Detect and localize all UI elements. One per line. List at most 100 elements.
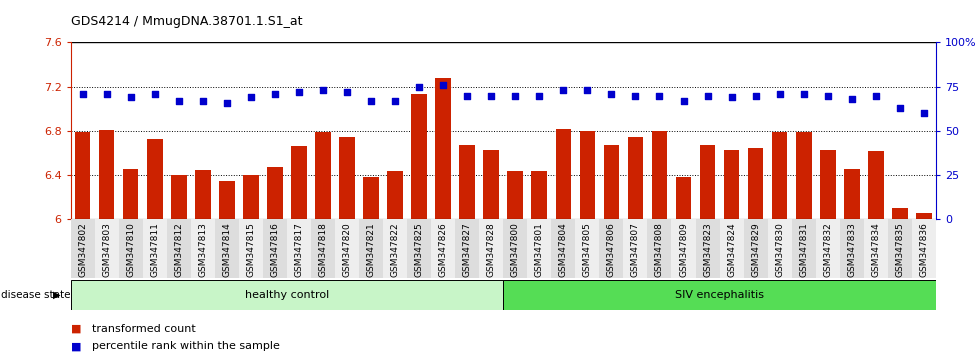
Bar	[215, 219, 239, 278]
Text: GSM347802: GSM347802	[78, 222, 87, 277]
Point	[556, 87, 571, 93]
Text: GSM347813: GSM347813	[198, 222, 207, 277]
Bar	[71, 219, 95, 278]
Bar	[95, 219, 119, 278]
Bar	[815, 219, 840, 278]
Point	[772, 91, 788, 97]
Point	[483, 93, 499, 98]
Bar	[840, 219, 863, 278]
Point	[267, 91, 282, 97]
Bar	[888, 219, 911, 278]
Text: disease state: disease state	[1, 290, 71, 300]
Bar	[99, 130, 115, 219]
Text: GSM347830: GSM347830	[775, 222, 784, 277]
Text: GSM347824: GSM347824	[727, 222, 736, 277]
Point	[74, 91, 90, 97]
Bar	[335, 219, 359, 278]
Bar	[74, 132, 90, 219]
Bar	[195, 170, 211, 219]
Bar	[291, 147, 307, 219]
Text: GSM347834: GSM347834	[871, 222, 880, 277]
Bar	[483, 150, 499, 219]
Bar	[767, 219, 792, 278]
Text: GSM347825: GSM347825	[415, 222, 423, 277]
Text: healthy control: healthy control	[245, 290, 329, 300]
Bar	[455, 219, 479, 278]
Bar	[435, 78, 451, 219]
Bar	[863, 219, 888, 278]
Bar	[268, 167, 282, 219]
Point	[724, 95, 740, 100]
Bar	[748, 148, 763, 219]
Text: GSM347806: GSM347806	[607, 222, 615, 277]
Bar	[796, 132, 811, 219]
Bar	[119, 219, 143, 278]
Bar	[652, 131, 667, 219]
Bar	[364, 177, 379, 219]
Bar	[579, 131, 595, 219]
Bar	[575, 219, 600, 278]
Bar	[431, 219, 455, 278]
Text: ■: ■	[71, 324, 81, 333]
Point	[700, 93, 715, 98]
Bar	[527, 219, 552, 278]
Point	[627, 93, 643, 98]
Point	[916, 110, 932, 116]
Bar	[604, 145, 619, 219]
Bar	[916, 213, 932, 219]
Bar	[700, 145, 715, 219]
Bar	[744, 219, 767, 278]
Text: GSM347818: GSM347818	[318, 222, 327, 277]
Point	[748, 93, 763, 98]
Point	[316, 87, 331, 93]
Bar	[508, 171, 523, 219]
Text: GSM347812: GSM347812	[174, 222, 183, 277]
Point	[508, 93, 523, 98]
Bar	[219, 181, 234, 219]
Text: GSM347815: GSM347815	[246, 222, 256, 277]
Text: GSM347814: GSM347814	[222, 222, 231, 277]
Bar	[675, 177, 691, 219]
Bar	[143, 219, 167, 278]
Text: GSM347835: GSM347835	[896, 222, 905, 277]
Bar	[339, 137, 355, 219]
Bar	[627, 137, 643, 219]
Point	[652, 93, 667, 98]
Bar	[724, 150, 739, 219]
Bar	[263, 219, 287, 278]
Bar	[316, 132, 331, 219]
Text: GSM347810: GSM347810	[126, 222, 135, 277]
Text: GSM347833: GSM347833	[848, 222, 857, 277]
Bar	[287, 219, 311, 278]
Point	[892, 105, 907, 111]
Text: GSM347804: GSM347804	[559, 222, 567, 277]
Point	[531, 93, 547, 98]
Text: GSM347831: GSM347831	[800, 222, 808, 277]
Point	[243, 95, 259, 100]
Bar	[167, 219, 191, 278]
Bar	[147, 139, 163, 219]
Text: GSM347823: GSM347823	[703, 222, 712, 277]
Text: GSM347801: GSM347801	[535, 222, 544, 277]
Bar	[719, 219, 744, 278]
Bar	[122, 169, 138, 219]
Text: ▶: ▶	[53, 290, 61, 300]
Bar	[911, 219, 936, 278]
Text: GSM347832: GSM347832	[823, 222, 832, 277]
Point	[844, 96, 859, 102]
Point	[579, 87, 595, 93]
Point	[412, 84, 427, 90]
Text: ■: ■	[71, 341, 81, 351]
Point	[820, 93, 836, 98]
Text: GSM347811: GSM347811	[150, 222, 159, 277]
Point	[435, 82, 451, 88]
Bar	[460, 145, 475, 219]
Text: GSM347827: GSM347827	[463, 222, 471, 277]
Bar	[407, 219, 431, 278]
Point	[171, 98, 186, 104]
Text: transformed count: transformed count	[92, 324, 196, 333]
Text: percentile rank within the sample: percentile rank within the sample	[92, 341, 280, 351]
Bar	[171, 175, 186, 219]
Bar	[504, 280, 936, 310]
Point	[868, 93, 884, 98]
